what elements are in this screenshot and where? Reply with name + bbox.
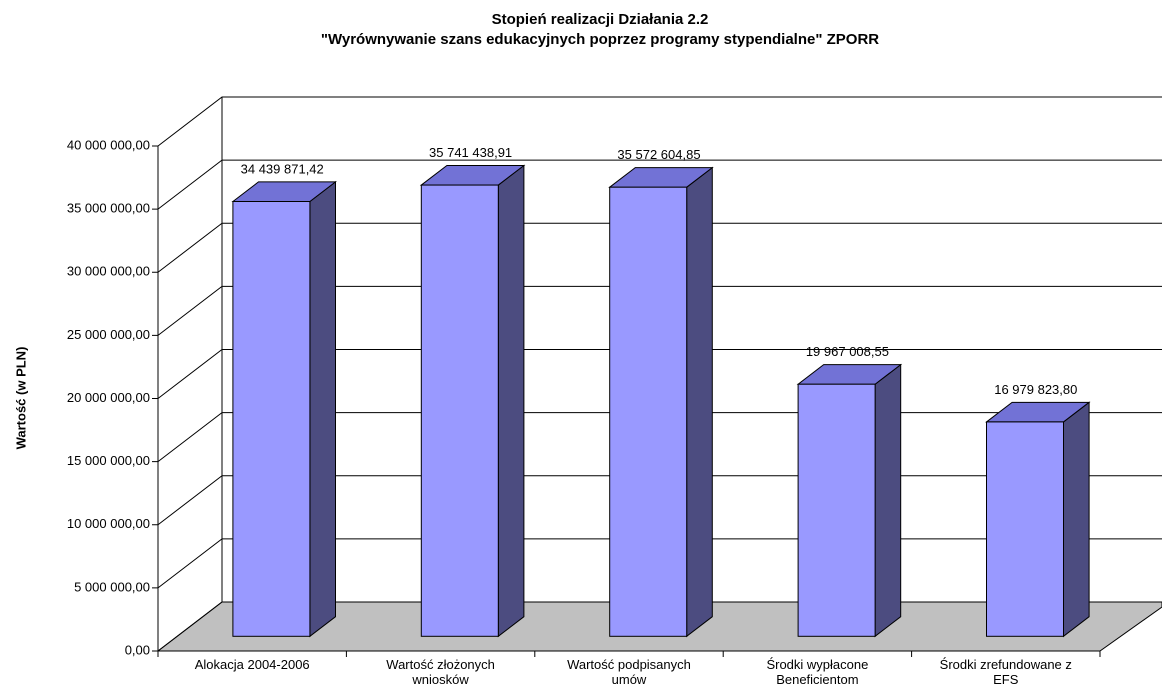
bar-side <box>686 166 713 638</box>
grid-line <box>157 96 1162 147</box>
y-axis-label: Wartość (w PLN) <box>13 347 28 450</box>
value-label: 19 967 008,55 <box>806 344 889 359</box>
bar-side <box>309 180 336 638</box>
chart-title: Stopień realizacji Działania 2.2 <box>492 11 709 28</box>
y-tick-label: 25 000 000,00 <box>67 327 150 342</box>
grid-line <box>157 222 1162 273</box>
y-tick-label: 20 000 000,00 <box>67 390 150 405</box>
bar <box>608 166 714 638</box>
x-tick-label-box: Środki wypłacone Beneficientom <box>766 657 869 687</box>
value-label: 16 979 823,80 <box>994 382 1077 397</box>
x-tick-label: Środki wypłacone Beneficientom <box>766 657 869 687</box>
y-tick-label: 10 000 000,00 <box>67 516 150 531</box>
x-tick-label: Alokacja 2004-2006 <box>194 657 310 672</box>
x-tick-label-box: Alokacja 2004-2006 <box>194 657 310 672</box>
value-label: 35 741 438,91 <box>429 145 512 160</box>
chart-subtitle: "Wyrównywanie szans edukacyjnych poprzez… <box>321 31 879 48</box>
grid-line <box>157 159 1162 210</box>
bar-front <box>986 421 1064 637</box>
bar-front <box>232 200 311 637</box>
value-label: 34 439 871,42 <box>241 161 324 176</box>
y-tick-label: 5 000 000,00 <box>74 579 150 594</box>
y-tick-label: 15 000 000,00 <box>67 453 150 468</box>
x-tick-label-box: Wartość podpisanych umów <box>567 657 691 687</box>
y-tick-label: 40 000 000,00 <box>67 137 150 152</box>
bar <box>796 363 903 638</box>
x-tick-label-box: Środki zrefundowane z EFS <box>939 657 1072 687</box>
bar-side <box>1063 401 1090 638</box>
bar-front <box>797 383 876 637</box>
x-tick-label: Wartość złożonych wniosków <box>386 657 495 687</box>
x-tick-label: Wartość podpisanych umów <box>567 657 691 687</box>
bar-side <box>874 363 902 638</box>
y-tick-label: 35 000 000,00 <box>67 201 150 216</box>
x-tick-label-box: Wartość złożonych wniosków <box>386 657 495 687</box>
bar-front <box>420 184 499 637</box>
bar <box>419 164 526 638</box>
value-label: 35 572 604,85 <box>617 147 700 162</box>
bar <box>231 180 337 638</box>
x-tick-label: Środki zrefundowane z EFS <box>939 657 1072 687</box>
bar <box>985 401 1091 638</box>
y-tick-label: 30 000 000,00 <box>67 264 150 279</box>
y-tick-label: 0,00 <box>125 642 150 657</box>
bar-side <box>497 164 525 638</box>
bar-front <box>609 186 688 637</box>
grid-line <box>157 285 1162 336</box>
grid-line <box>157 349 1162 399</box>
